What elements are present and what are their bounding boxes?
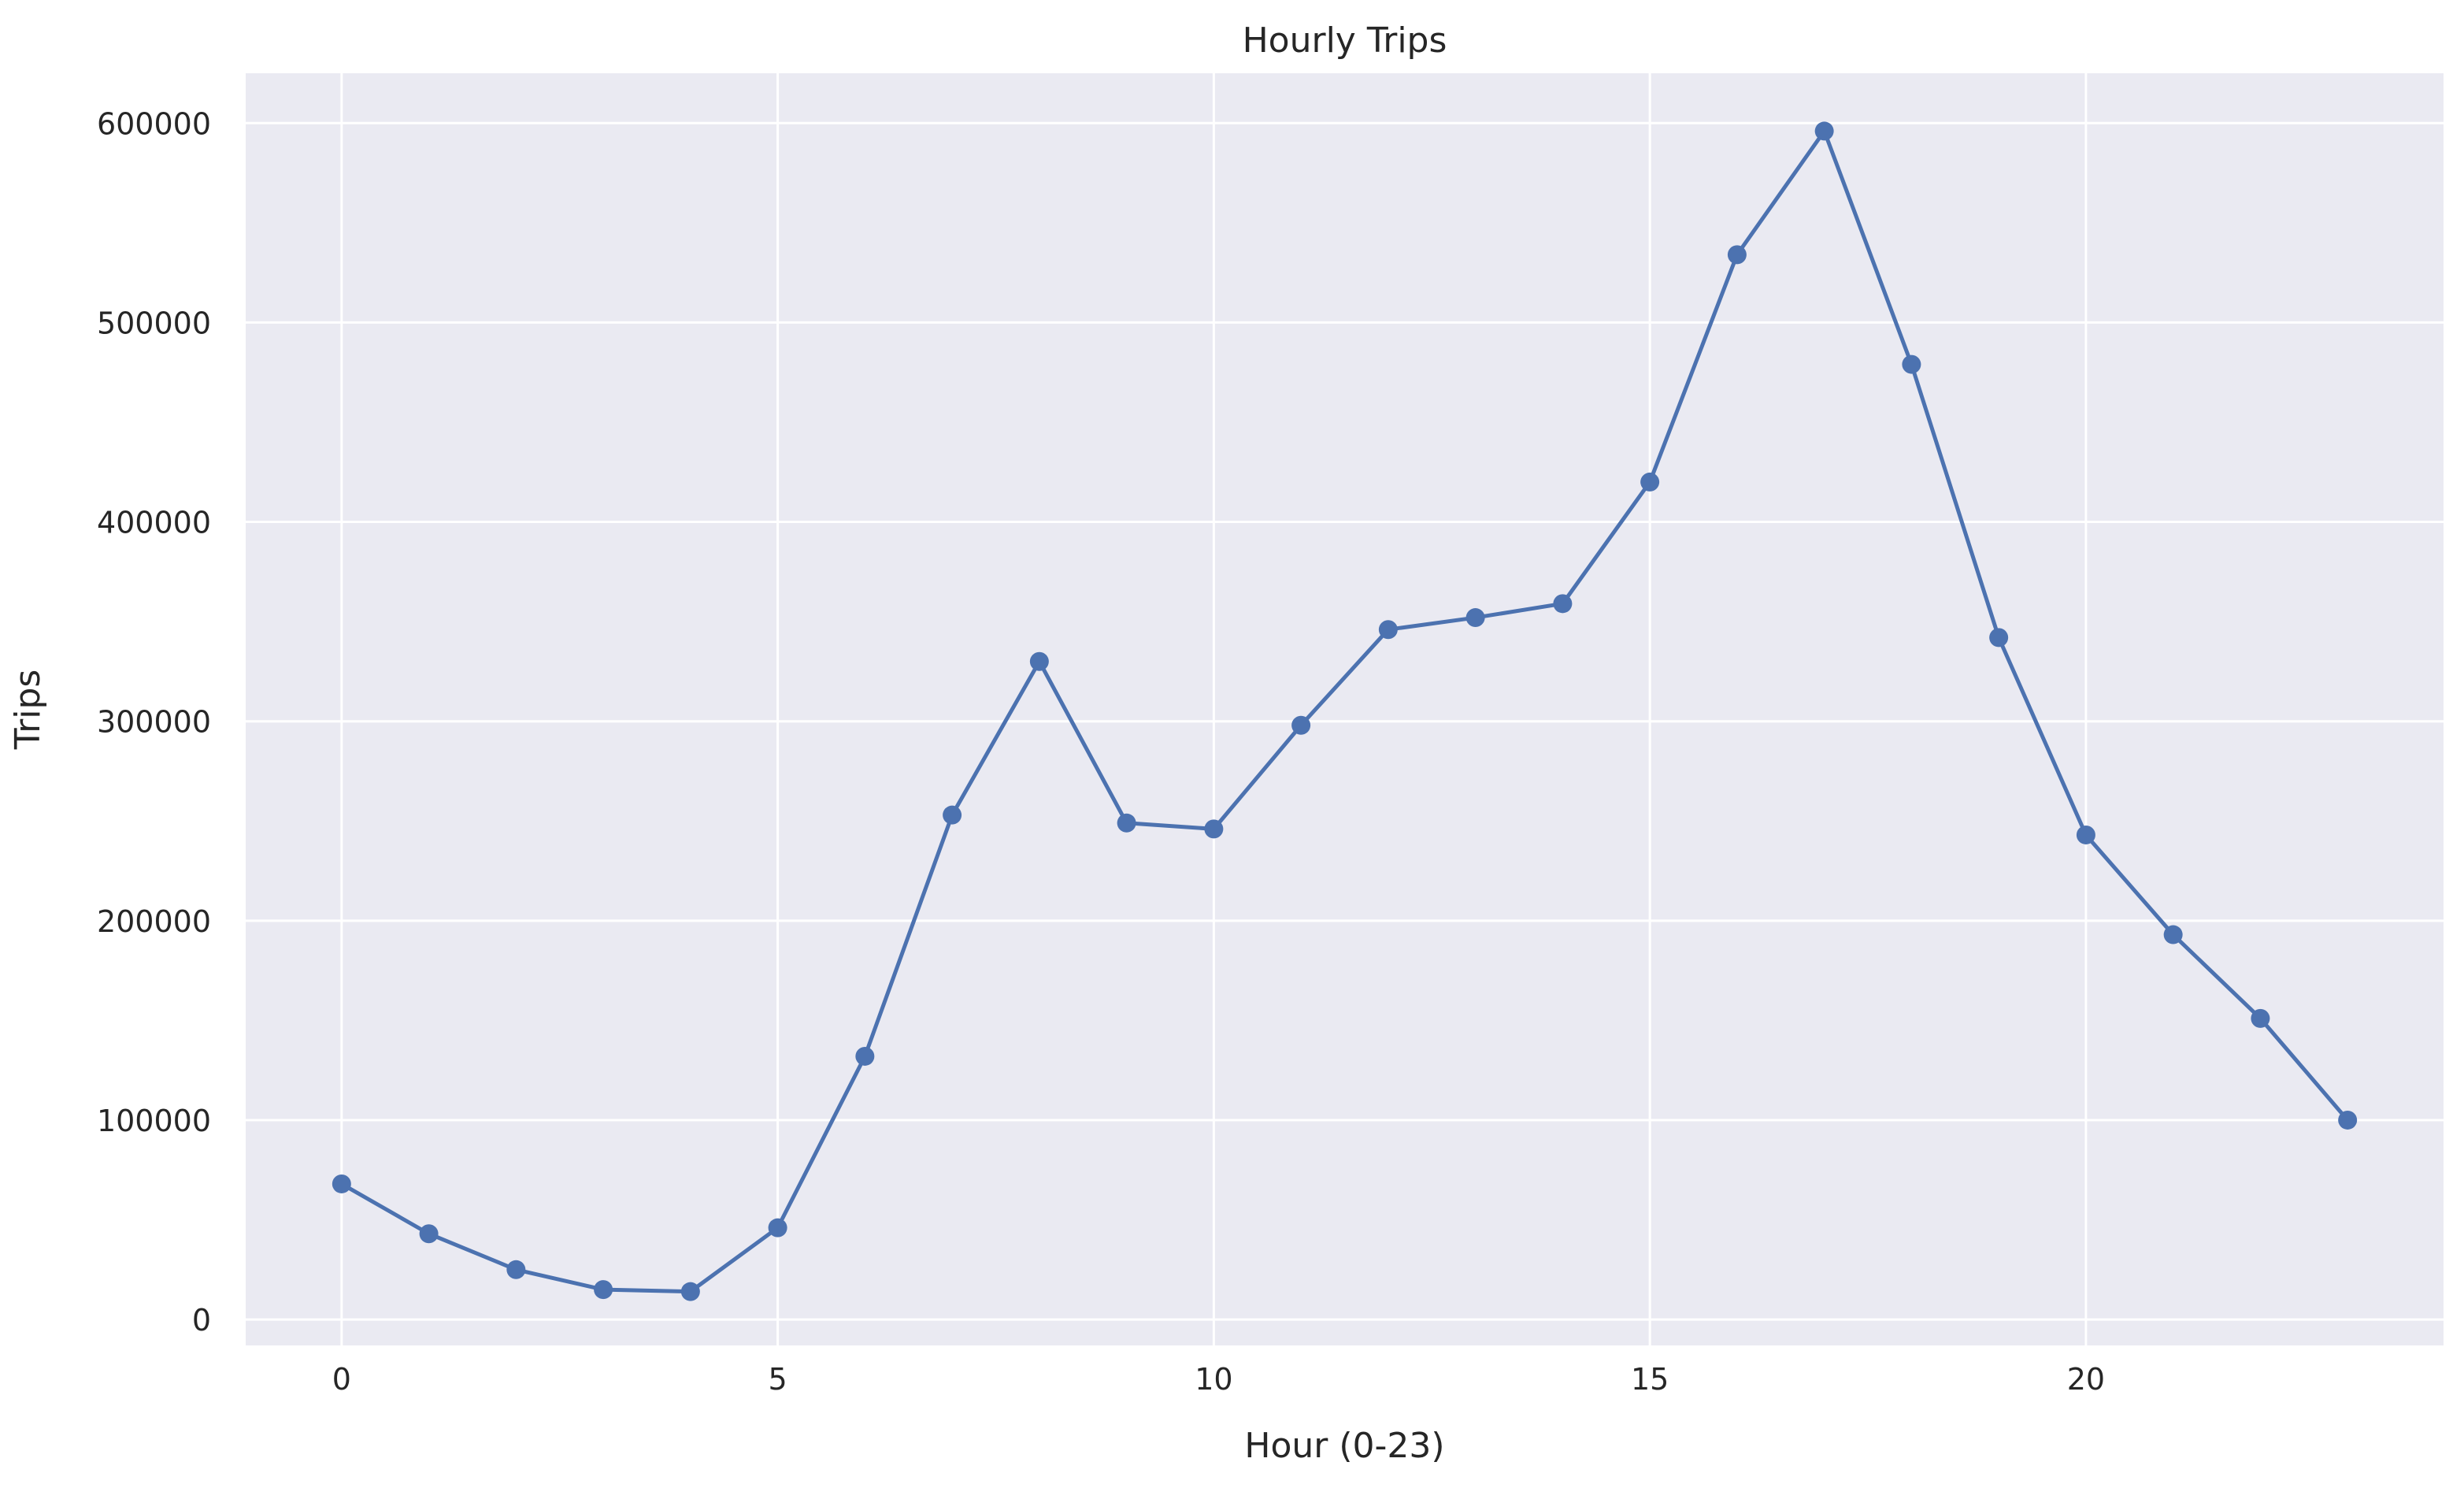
x-axis-ticks: 0 5 10 15 20 (332, 1362, 2105, 1397)
data-point-13 (1465, 608, 1485, 628)
y-tick-label-3: 300000 (97, 705, 211, 740)
data-point-16 (1727, 245, 1747, 265)
x-tick-label-4: 20 (2067, 1362, 2105, 1397)
y-axis-ticks: 0 100000 200000 300000 400000 500000 600000 (97, 106, 211, 1338)
x-tick-label-2: 10 (1195, 1362, 1232, 1397)
data-point-3 (594, 1280, 613, 1300)
data-point-14 (1553, 594, 1573, 614)
data-point-6 (855, 1046, 875, 1066)
data-point-12 (1378, 620, 1398, 640)
chart-title: Hourly Trips (1243, 20, 1447, 61)
data-point-15 (1640, 472, 1660, 492)
x-tick-label-3: 15 (1631, 1362, 1669, 1397)
data-point-0 (332, 1174, 351, 1193)
x-tick-label-0: 0 (332, 1362, 351, 1397)
data-point-2 (506, 1260, 526, 1279)
data-point-8 (1029, 651, 1049, 671)
data-point-22 (2251, 1008, 2270, 1028)
data-point-5 (768, 1218, 787, 1238)
x-tick-label-1: 5 (769, 1362, 787, 1397)
y-axis-label: Trips (8, 670, 48, 751)
data-point-10 (1204, 819, 1224, 839)
data-point-9 (1117, 813, 1136, 833)
data-point-20 (2076, 825, 2095, 844)
y-tick-label-6: 600000 (97, 106, 211, 141)
y-tick-label-4: 400000 (97, 506, 211, 540)
data-point-4 (680, 1282, 700, 1301)
data-point-7 (943, 805, 962, 825)
data-point-17 (1814, 121, 1834, 141)
plot-area (246, 73, 2444, 1345)
x-axis-label: Hour (0-23) (1244, 1426, 1444, 1466)
data-point-18 (1902, 354, 1921, 374)
data-point-21 (2163, 925, 2183, 944)
data-point-11 (1291, 715, 1311, 735)
y-tick-label-5: 500000 (97, 306, 211, 340)
data-point-23 (2338, 1110, 2358, 1130)
y-tick-label-1: 100000 (97, 1104, 211, 1138)
series-layer (332, 121, 2358, 1301)
data-point-19 (1989, 628, 2009, 648)
y-tick-label-0: 0 (192, 1303, 211, 1338)
y-tick-label-2: 200000 (97, 904, 211, 939)
data-point-1 (419, 1224, 439, 1244)
series-line-0 (339, 128, 2350, 1294)
grid-lines (246, 73, 2444, 1345)
